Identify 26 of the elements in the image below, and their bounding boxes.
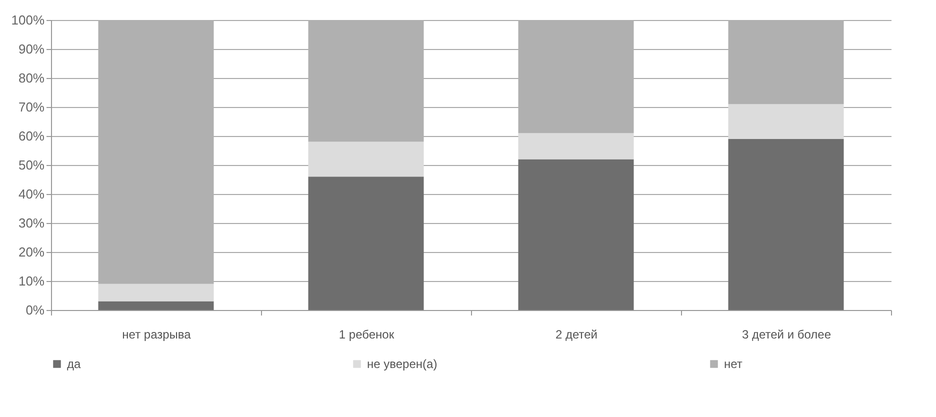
bar [98, 301, 214, 310]
x-tick-label: 3 детей и более [742, 328, 832, 342]
y-tick-label: 20% [18, 244, 45, 260]
bar [98, 284, 214, 302]
y-tick-label: 100% [11, 12, 45, 28]
y-tick-label: 50% [18, 158, 45, 172]
y-tick-label: 90% [18, 42, 45, 56]
y-tick-label: 70% [18, 100, 45, 114]
bar [308, 142, 424, 177]
y-tick-label: 40% [18, 186, 45, 202]
bar [728, 138, 844, 310]
bar [518, 159, 634, 310]
bar [308, 176, 424, 310]
bar [728, 104, 844, 139]
legend-label: не уверен(а) [367, 357, 438, 371]
legend-label: да [67, 357, 81, 371]
y-tick-label: 0% [26, 302, 45, 318]
y-tick-label: 60% [18, 128, 45, 144]
bar [518, 133, 634, 160]
y-tick-label: 10% [18, 274, 45, 288]
legend-label: нет [724, 357, 743, 371]
y-tick-label: 80% [18, 70, 45, 86]
x-tick-label: 2 детей [555, 328, 598, 342]
y-tick-label: 30% [18, 216, 45, 230]
x-tick-label: нет разрыва [122, 328, 192, 342]
x-tick-label: 1 ребенок [338, 328, 395, 342]
